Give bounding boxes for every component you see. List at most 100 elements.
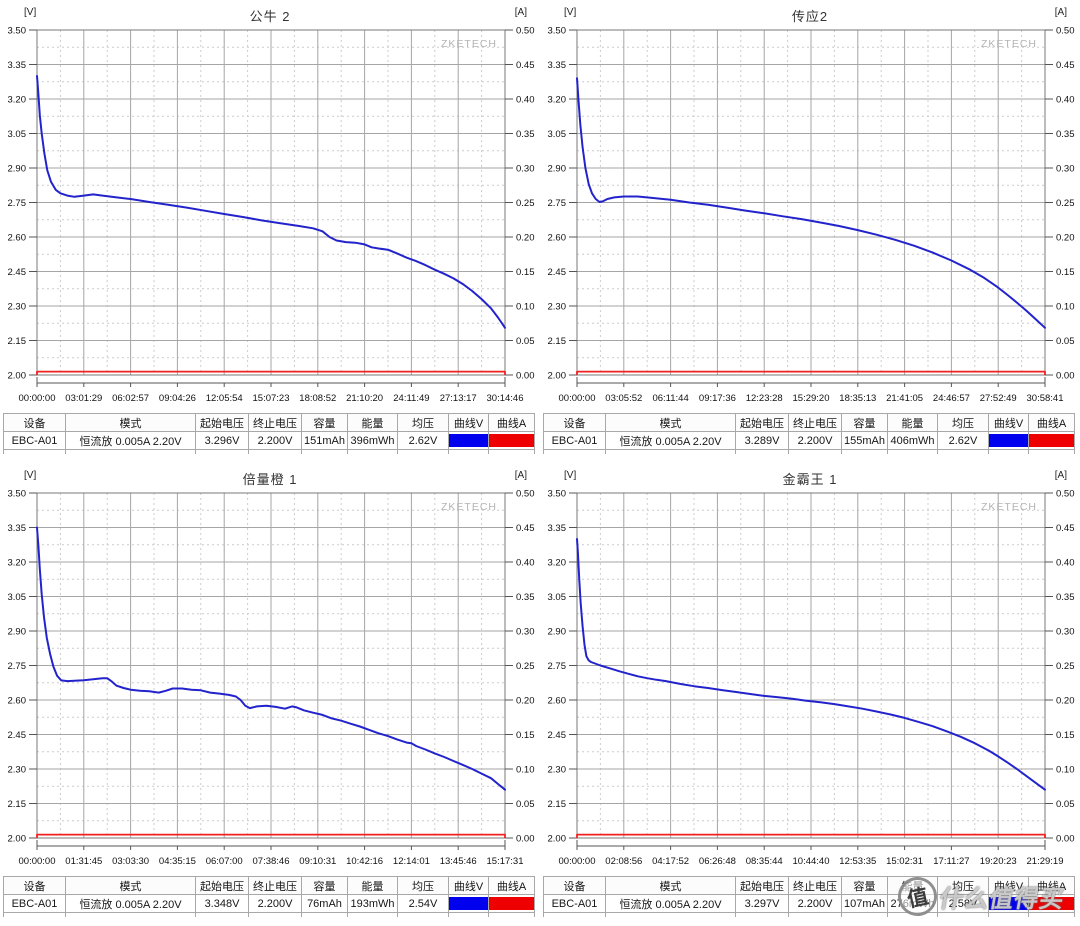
- end-voltage-value: 2.200V: [788, 894, 842, 913]
- svg-text:2.75: 2.75: [8, 661, 27, 672]
- svg-text:00:00:00: 00:00:00: [559, 856, 596, 867]
- curve-v-swatch: [988, 894, 1029, 913]
- curve-a-swatch: [1028, 431, 1075, 450]
- col-curve-a: 曲线A: [488, 876, 535, 895]
- svg-text:3.35: 3.35: [8, 60, 27, 71]
- svg-text:0.45: 0.45: [516, 60, 535, 71]
- mode-value: 恒流放 0.005A 2.20V: [605, 431, 736, 450]
- svg-text:0.35: 0.35: [1056, 592, 1075, 603]
- svg-text:3.20: 3.20: [548, 95, 567, 106]
- svg-text:0.20: 0.20: [516, 233, 535, 244]
- table-data-row: EBC-A01 恒流放 0.005A 2.20V 3.348V 2.200V 7…: [3, 894, 535, 913]
- svg-text:0.30: 0.30: [516, 627, 535, 638]
- left-axis-unit-label: [V]: [24, 7, 37, 18]
- chart-panel-jinbawang-1: [V] 金霸王 1 [A] 3.50 3.35 3.20 3.05 2.90 2.75 2.…: [540, 463, 1080, 926]
- svg-text:0.45: 0.45: [1056, 523, 1075, 534]
- svg-text:04:35:15: 04:35:15: [159, 856, 196, 867]
- svg-text:0.30: 0.30: [516, 164, 535, 175]
- svg-text:2.75: 2.75: [8, 198, 27, 209]
- current-curve: [576, 370, 1046, 375]
- svg-text:0.45: 0.45: [1056, 60, 1075, 71]
- svg-text:0.35: 0.35: [516, 592, 535, 603]
- col-energy: 能量: [887, 876, 938, 895]
- end-voltage-value: 2.200V: [248, 431, 302, 450]
- curve-a-swatch: [1028, 894, 1075, 913]
- svg-text:10:42:16: 10:42:16: [346, 856, 383, 867]
- svg-text:2.45: 2.45: [548, 730, 567, 741]
- mode-value: 恒流放 0.005A 2.20V: [65, 431, 196, 450]
- svg-text:12:53:35: 12:53:35: [839, 856, 876, 867]
- svg-text:2.30: 2.30: [8, 765, 27, 776]
- col-avg-voltage: 均压: [397, 876, 449, 895]
- col-start-voltage: 起始电压: [195, 876, 249, 895]
- svg-text:18:35:13: 18:35:13: [839, 393, 876, 404]
- chart-header: [V] 公牛 2 [A]: [0, 0, 540, 26]
- col-start-voltage: 起始电压: [735, 413, 789, 432]
- capacity-value: 151mAh: [301, 431, 348, 450]
- svg-text:0.05: 0.05: [516, 336, 535, 347]
- current-curve: [36, 370, 506, 375]
- col-avg-voltage: 均压: [937, 413, 989, 432]
- col-mode: 模式: [605, 876, 736, 895]
- svg-text:3.20: 3.20: [548, 558, 567, 569]
- end-voltage-value: 2.200V: [788, 431, 842, 450]
- left-axis-ticks: 3.50 3.35 3.20 3.05 2.90 2.75 2.60 2.45 2.30 2.15…: [548, 26, 577, 382]
- avg-voltage-value: 2.62V: [937, 431, 989, 450]
- zketech-watermark: ZKETECH: [981, 501, 1037, 513]
- col-avg-voltage: 均压: [937, 876, 989, 895]
- svg-text:2.90: 2.90: [548, 627, 567, 638]
- result-table: 设备 模式 起始电压 终止电压 容量 能量 均压 曲线V 曲线A EBC-A01…: [543, 876, 1075, 917]
- svg-text:2.00: 2.00: [8, 834, 27, 845]
- col-mode: 模式: [605, 413, 736, 432]
- svg-text:0.50: 0.50: [1056, 26, 1075, 37]
- svg-text:2.45: 2.45: [8, 730, 27, 741]
- svg-text:21:41:05: 21:41:05: [886, 393, 923, 404]
- col-start-voltage: 起始电压: [735, 876, 789, 895]
- svg-text:0.40: 0.40: [1056, 95, 1075, 106]
- col-device: 设备: [543, 413, 606, 432]
- svg-text:06:02:57: 06:02:57: [112, 393, 149, 404]
- col-mode: 模式: [65, 413, 196, 432]
- svg-text:3.05: 3.05: [548, 129, 567, 140]
- svg-text:2.45: 2.45: [548, 267, 567, 278]
- device-value: EBC-A01: [3, 431, 66, 450]
- svg-text:0.15: 0.15: [1056, 730, 1075, 741]
- svg-text:0.40: 0.40: [1056, 558, 1075, 569]
- col-curve-v: 曲线V: [448, 876, 489, 895]
- col-curve-v: 曲线V: [988, 413, 1029, 432]
- table-data-row: EBC-A01 恒流放 0.005A 2.20V 3.289V 2.200V 1…: [543, 431, 1075, 450]
- avg-voltage-value: 2.54V: [397, 894, 449, 913]
- svg-text:2.30: 2.30: [8, 302, 27, 313]
- col-end-voltage: 终止电压: [788, 413, 842, 432]
- svg-text:2.60: 2.60: [548, 233, 567, 244]
- svg-text:0.15: 0.15: [1056, 267, 1075, 278]
- svg-text:02:08:56: 02:08:56: [605, 856, 642, 867]
- voltage-curve: [36, 75, 506, 329]
- start-voltage-value: 3.348V: [195, 894, 249, 913]
- svg-text:2.30: 2.30: [548, 302, 567, 313]
- svg-text:2.00: 2.00: [548, 371, 567, 382]
- svg-text:0.10: 0.10: [516, 302, 535, 313]
- svg-text:0.30: 0.30: [1056, 627, 1075, 638]
- avg-voltage-value: 2.62V: [397, 431, 449, 450]
- svg-text:0.45: 0.45: [516, 523, 535, 534]
- svg-text:0.50: 0.50: [516, 26, 535, 37]
- svg-text:2.15: 2.15: [8, 799, 27, 810]
- time-axis: 00:00:00 02:08:56 04:17:52 06:26:48 08:35:44…: [559, 840, 1064, 867]
- col-curve-v: 曲线V: [988, 876, 1029, 895]
- curve-v-swatch: [448, 894, 489, 913]
- table-empty-row: [543, 449, 1075, 454]
- device-value: EBC-A01: [3, 894, 66, 913]
- svg-text:09:10:31: 09:10:31: [299, 856, 336, 867]
- right-axis-unit-label: [A]: [514, 470, 527, 481]
- svg-text:0.10: 0.10: [1056, 302, 1075, 313]
- svg-text:0.25: 0.25: [1056, 198, 1075, 209]
- svg-text:2.00: 2.00: [548, 834, 567, 845]
- time-axis: 00:00:00 03:05:52 06:11:44 09:17:36 12:23:28…: [559, 377, 1063, 404]
- svg-text:2.60: 2.60: [8, 696, 27, 707]
- chart-title: 传应2: [791, 9, 829, 24]
- chart-title: 金霸王 1: [782, 472, 838, 487]
- svg-text:21:29:19: 21:29:19: [1027, 856, 1064, 867]
- capacity-value: 76mAh: [301, 894, 348, 913]
- svg-text:0.25: 0.25: [516, 198, 535, 209]
